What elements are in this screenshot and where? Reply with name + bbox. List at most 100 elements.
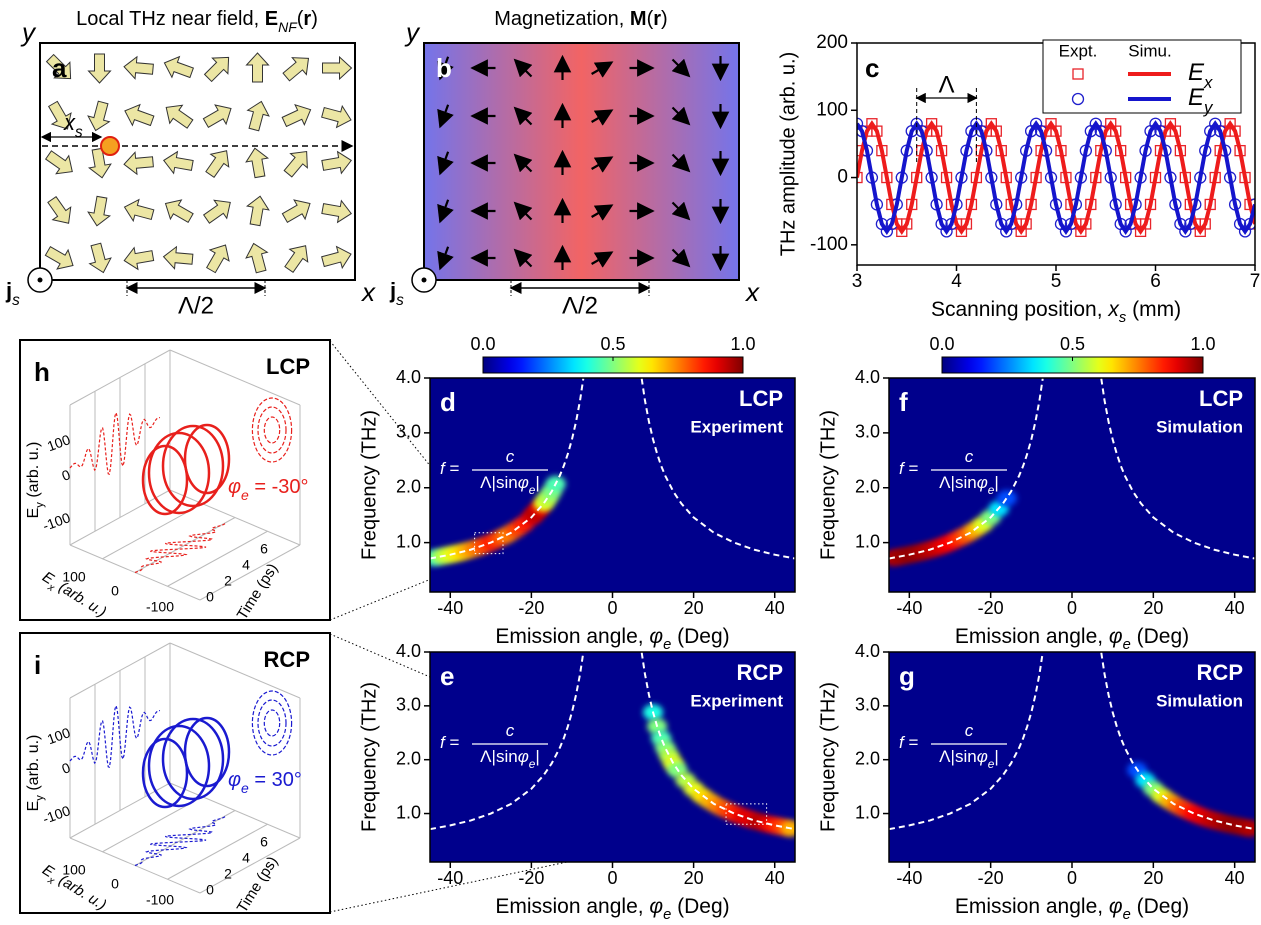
box-edge [199, 544, 301, 601]
text-part: ( [647, 8, 654, 30]
field-arrow [671, 153, 691, 173]
text-part: φ [1109, 625, 1123, 648]
x-tick-label: 0 [607, 868, 617, 888]
formula-denominator: Λ|sinφe| [480, 747, 540, 771]
formula-lhs: f = [440, 459, 459, 478]
field-arrow [281, 199, 311, 224]
polarization-label: RCP [737, 660, 783, 685]
ey-axis-label: Ey (arb. u.) [25, 735, 46, 812]
polarization-label: LCP [266, 354, 310, 379]
ey-tick-label: 100 [45, 724, 73, 747]
text-part: = [904, 733, 919, 752]
text-part: | [994, 473, 998, 492]
y-axis-label: Frequency (THz) [817, 410, 839, 560]
arrow-shape [162, 245, 194, 270]
text-part: E [265, 8, 278, 30]
y-tick-label: 200 [816, 32, 848, 53]
text-part: ( [297, 8, 304, 30]
formula-numerator: c [506, 721, 515, 740]
x-tick-label: 20 [684, 598, 704, 618]
x-tick-label: 40 [1225, 598, 1245, 618]
axis-letter: y [20, 17, 37, 47]
theory-curve [640, 378, 795, 560]
text-part: φ [518, 473, 529, 492]
text-part: Local THz near field, [76, 8, 265, 30]
y-tick-label: 4.0 [855, 367, 880, 387]
text-part: e [1123, 907, 1131, 923]
polarization-projection [263, 709, 281, 737]
box-edge [169, 349, 301, 406]
x-tick-label: 6 [1150, 271, 1161, 292]
legend-label: Ey [1188, 84, 1214, 117]
text-part: ) [661, 8, 668, 30]
colorbar-tick-label: 1.0 [730, 334, 755, 354]
text-part: c [965, 447, 974, 466]
x-tick-label: 20 [684, 868, 704, 888]
marker [857, 117, 864, 130]
text-part: Magnetization, [494, 8, 630, 30]
field-arrow [437, 199, 454, 224]
arrow-shape [202, 199, 231, 224]
source-label: Experiment [690, 691, 783, 710]
field-arrow [671, 58, 691, 78]
field-arrow [47, 195, 72, 224]
field-arrow [322, 55, 353, 81]
arrow-shaft [437, 151, 454, 176]
field-arrow [437, 104, 454, 129]
text-part: s [1119, 310, 1127, 326]
x-tick-label: -20 [518, 598, 544, 618]
arrow-shape [321, 104, 352, 129]
plot-frame [888, 651, 1256, 863]
ex-projection [134, 522, 227, 574]
field-arrow [591, 204, 614, 221]
text-part: x [1203, 73, 1213, 92]
y-tick-label: 1.0 [396, 802, 421, 822]
arrow-shape [321, 150, 353, 175]
x-tick-label: -40 [896, 868, 922, 888]
arrow-shaft [591, 109, 614, 126]
text-part: φ [977, 473, 988, 492]
field-arrow [44, 150, 73, 175]
field-trajectory [161, 424, 225, 508]
x-tick-label: 20 [1143, 598, 1163, 618]
time-tick-label: 2 [224, 573, 232, 589]
x-axis-label: Emission angle, φe (Deg) [495, 625, 729, 653]
y-tick-label: 2.0 [855, 748, 880, 768]
field-arrow [437, 56, 454, 81]
text-part: e [1123, 637, 1131, 653]
plot-area [430, 378, 795, 592]
angle-label: φe = 30° [228, 769, 302, 795]
text-part: φ [649, 895, 663, 918]
arrow-shape [245, 147, 270, 179]
field-arrow [87, 147, 112, 179]
box-edge [167, 823, 268, 880]
formula-numerator: c [965, 721, 974, 740]
period-label: Λ/2 [562, 292, 598, 319]
arrow-shape [44, 150, 73, 175]
field-arrow [671, 201, 691, 221]
current-dot [421, 277, 427, 283]
x-tick-label: -40 [437, 598, 463, 618]
y-tick-label: 4.0 [396, 367, 421, 387]
source-label: Simulation [1156, 691, 1243, 710]
arrow-shape [44, 245, 74, 270]
arrow-shaft [437, 199, 454, 224]
text-part: (arb. u.) [25, 442, 42, 502]
field-arrow [246, 100, 270, 132]
plot-frame [429, 651, 796, 863]
text-part: (Deg) [671, 625, 729, 648]
arrow-shape [88, 242, 112, 274]
arrow-shape [245, 195, 270, 227]
text-part: Λ|sin [939, 747, 977, 766]
y-axis-label: Frequency (THz) [358, 682, 380, 832]
formula-lhs: f = [899, 459, 918, 478]
arrow-shape [124, 103, 155, 127]
x-tick-label: 40 [1225, 868, 1245, 888]
annotation-label: Λ [939, 71, 955, 98]
text-part: ) [311, 8, 318, 30]
field-arrow [437, 246, 454, 271]
text-part: e [663, 637, 671, 653]
text-part: e [529, 483, 536, 497]
text-part: φ [1109, 895, 1123, 918]
plot-area [430, 652, 795, 862]
